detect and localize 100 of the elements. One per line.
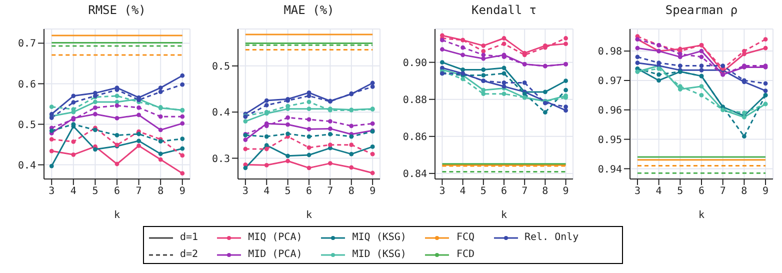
point [136, 132, 141, 136]
point [542, 90, 548, 94]
point [49, 164, 54, 168]
point [114, 94, 120, 98]
point [370, 152, 375, 156]
point [306, 100, 312, 104]
point [71, 152, 76, 157]
text: d=1 [180, 232, 198, 243]
x-tick-label: 9 [179, 186, 186, 198]
legend-label: MIQ (PCA) [248, 232, 302, 243]
x-tick-label: 6 [698, 186, 705, 198]
point [264, 134, 269, 139]
legend-label: MIQ (KSG) [352, 232, 406, 243]
point [440, 60, 444, 65]
point [243, 166, 248, 170]
point [306, 117, 312, 122]
point [306, 134, 312, 139]
point [564, 88, 568, 92]
point [180, 82, 185, 87]
point [742, 110, 746, 116]
x-tick-label: 3 [242, 186, 248, 198]
point [158, 152, 163, 156]
point [542, 110, 548, 115]
point [180, 136, 185, 142]
point [180, 171, 185, 176]
x-tick-label: 4 [656, 186, 662, 198]
text: d=2 [180, 249, 198, 260]
point [158, 128, 163, 132]
point [264, 143, 269, 148]
point [264, 98, 269, 103]
y-tick-label: 0.86 [402, 132, 427, 143]
point [286, 115, 290, 120]
point [180, 114, 185, 119]
point [699, 92, 704, 98]
x-tick-label: 5 [284, 186, 291, 198]
point [158, 90, 163, 94]
chart-title: Spearman ρ [664, 3, 739, 17]
point [502, 92, 506, 96]
point [264, 162, 269, 168]
point [49, 148, 54, 154]
point [763, 46, 768, 50]
y-tick-label: 0.95 [598, 134, 622, 146]
point [286, 154, 290, 158]
point [564, 78, 568, 84]
point [286, 158, 290, 164]
x-tick-label: 5 [92, 186, 98, 198]
point [49, 104, 54, 110]
x-tick-label: 6 [500, 186, 508, 198]
legend-label: MID (KSG) [352, 249, 406, 260]
x-tick-label: 5 [677, 186, 684, 198]
point [349, 124, 354, 128]
point [502, 71, 506, 76]
x-tick-label: 8 [348, 186, 354, 198]
point [564, 42, 568, 46]
point [264, 102, 269, 108]
x-tick-label: 7 [327, 186, 334, 198]
point [370, 170, 375, 176]
point [349, 134, 354, 139]
y-tick-label: 0.3 [212, 154, 230, 165]
point [286, 132, 290, 136]
y-tick-label: 0.90 [402, 58, 427, 69]
point [564, 108, 568, 113]
chart-title: Kendall τ [470, 3, 538, 17]
point [763, 88, 768, 93]
legend-label: FCQ [456, 232, 474, 243]
point [328, 132, 332, 136]
chart-title: RMSE (%) [87, 3, 147, 17]
x-tick-label: 4 [70, 186, 76, 198]
x-tick-label: 4 [460, 186, 466, 198]
point [306, 106, 312, 112]
point [328, 126, 332, 131]
point [481, 92, 486, 96]
point [136, 138, 141, 144]
point [349, 165, 354, 170]
point [158, 114, 163, 119]
point [502, 80, 506, 85]
point [286, 122, 290, 127]
x-tick-label: 3 [439, 186, 446, 198]
point [635, 46, 640, 50]
point [460, 45, 466, 50]
point [564, 36, 568, 40]
y-tick-label: 0.98 [598, 46, 622, 58]
point [635, 60, 640, 66]
point [180, 146, 185, 151]
x-tick-label: 8 [158, 186, 164, 198]
point [136, 105, 141, 110]
point [93, 100, 98, 104]
point [49, 137, 54, 142]
point [370, 121, 375, 126]
point [370, 84, 375, 89]
legend-label: FCD [456, 249, 474, 260]
x-axis-title: k [114, 210, 120, 221]
point [71, 140, 76, 144]
point [180, 153, 185, 158]
point [635, 54, 640, 60]
point [502, 42, 506, 46]
point [564, 104, 568, 109]
y-tick-label: 0.4 [18, 160, 36, 172]
point [481, 56, 486, 61]
point [306, 126, 312, 132]
